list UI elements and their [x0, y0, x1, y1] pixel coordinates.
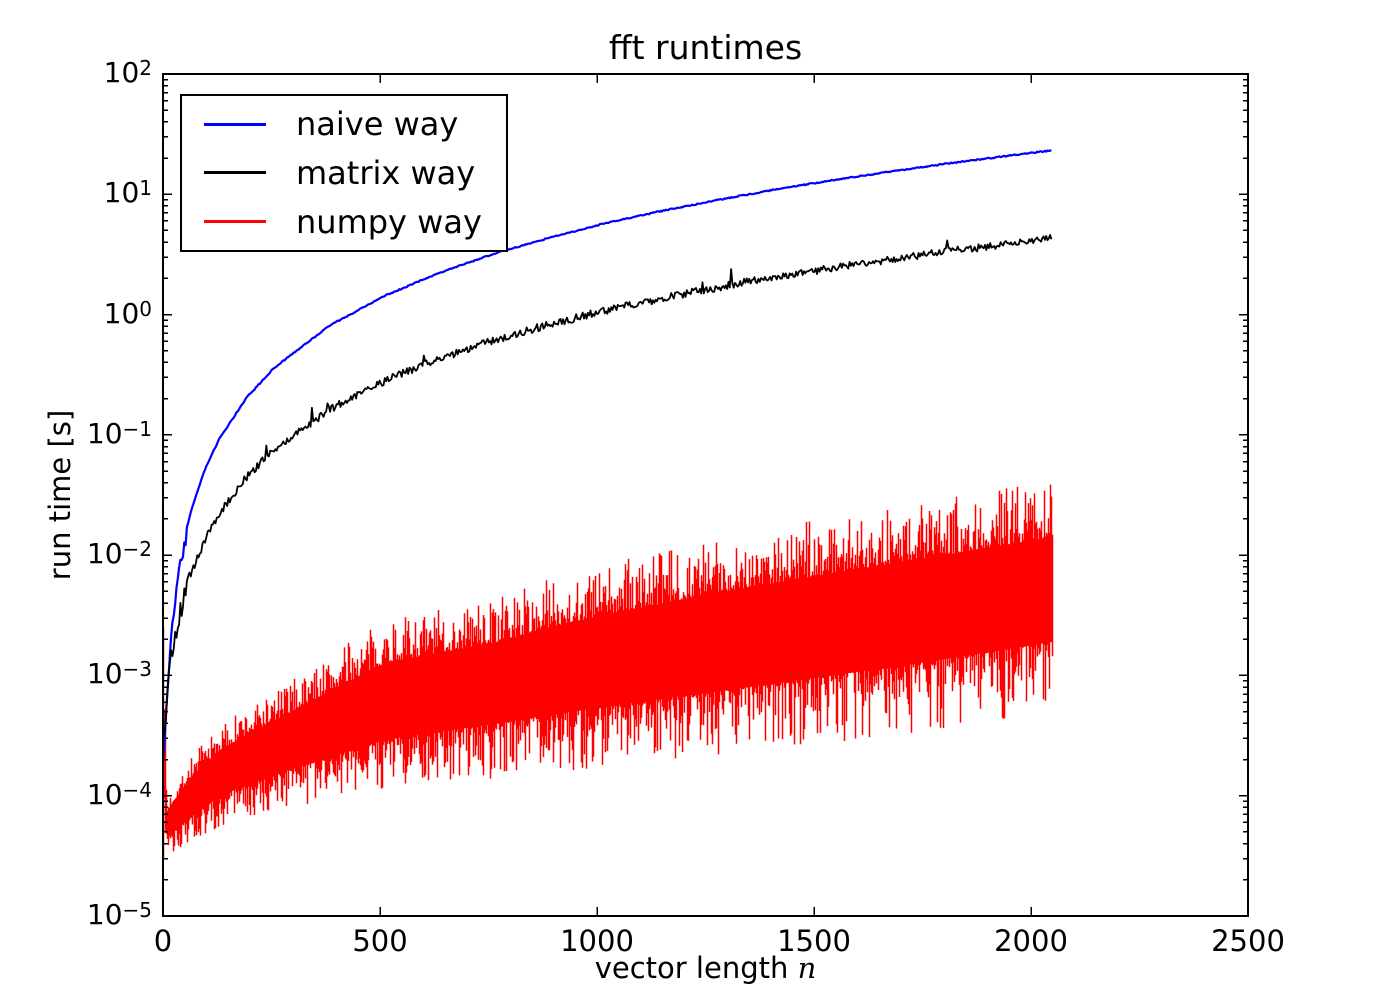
y-tick-label: 10−4	[86, 777, 152, 811]
y-tick-label: 100	[103, 296, 152, 330]
x-axis-label: vector length n	[163, 951, 1248, 985]
x-tick-label: 1500	[777, 924, 851, 958]
y-tick-label: 10−1	[86, 416, 152, 450]
legend-item-matrix: matrix way	[182, 154, 506, 192]
y-axis-label: run time [s]	[43, 409, 77, 581]
legend-line-matrix-icon	[204, 171, 266, 175]
x-tick-label: 0	[153, 924, 173, 958]
y-tick-label: 10−3	[86, 657, 152, 691]
axes-frame	[162, 73, 1249, 917]
legend-line-naive-icon	[204, 122, 266, 126]
y-tick-label: 101	[103, 176, 152, 210]
legend-label-naive: naive way	[296, 105, 459, 144]
y-tick-label: 10−5	[86, 898, 152, 931]
series-naive-line	[162, 149, 1052, 757]
x-tick-label: 2500	[1211, 924, 1285, 958]
legend-item-naive: naive way	[182, 105, 506, 143]
legend-label-matrix: matrix way	[296, 153, 476, 192]
x-tick-label: 500	[352, 924, 408, 958]
y-tick-label: 102	[103, 56, 152, 89]
y-tick-label: 10−2	[86, 537, 152, 571]
legend: naive way matrix way numpy way	[180, 94, 508, 252]
legend-item-numpy: numpy way	[182, 203, 506, 241]
plot-layers	[162, 73, 1249, 917]
x-axis-label-variable: n	[797, 951, 817, 985]
x-axis-label-text: vector length	[594, 951, 798, 985]
series-numpy-band	[162, 484, 1054, 859]
legend-line-numpy-icon	[204, 220, 266, 224]
chart-title: fft runtimes	[608, 28, 803, 67]
legend-label-numpy: numpy way	[296, 202, 482, 241]
x-tick-label: 1000	[560, 924, 634, 958]
x-tick-label: 2000	[994, 924, 1068, 958]
series-matrix-line	[162, 234, 1053, 737]
